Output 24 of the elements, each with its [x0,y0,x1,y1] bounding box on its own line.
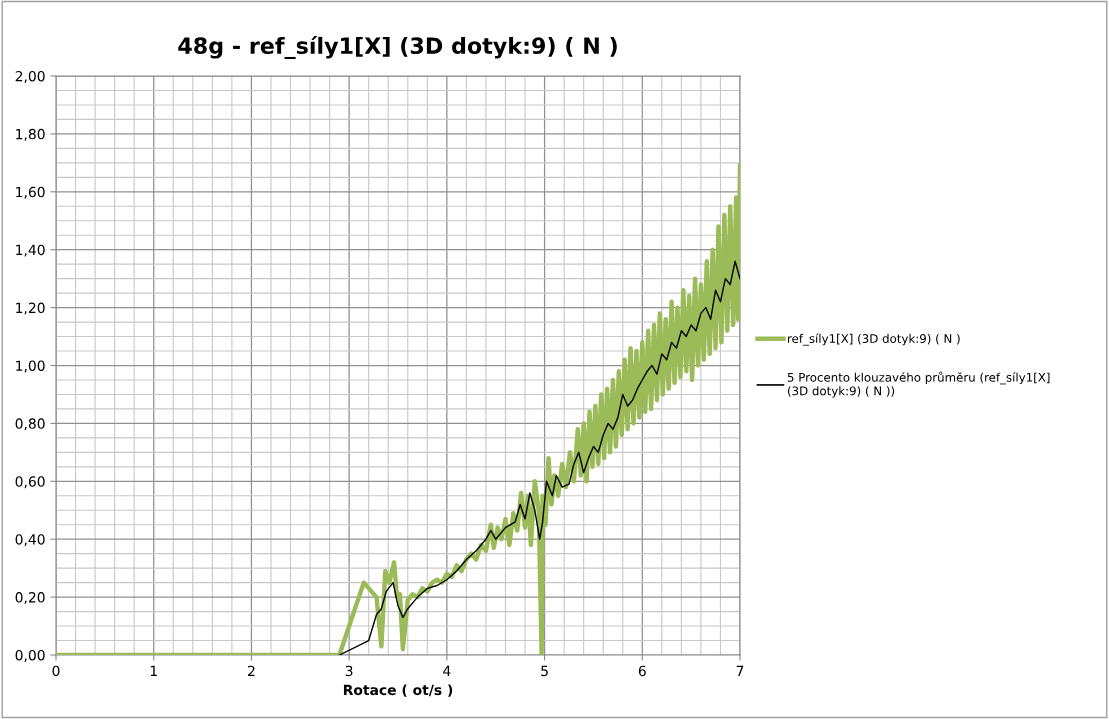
y-tick-label: 0,60 [15,476,45,489]
y-tick-label: 1,40 [16,244,45,257]
chart-title: 48g - ref_síly1[X] (3D dotyk:9) ( N ) [178,36,617,60]
x-tick-label: 6 [638,665,646,677]
y-tick-label: 0,40 [15,534,45,547]
y-tick-label: 1,00 [16,360,45,373]
x-tick-label: 7 [736,665,744,676]
y-tick-label: 0,20 [15,592,45,604]
legend-label: ref_síly1[X] (3D dotyk:9) ( N ) [788,333,960,346]
x-tick-label: 0 [52,665,60,677]
y-tick-label: 0,80 [15,418,45,431]
x-tick-label: 1 [150,665,157,676]
y-tick-label: 1,60 [16,186,45,199]
legend-label: 5 Procento klouzavého průměru (ref_síly1[X] (3D dotyk:9) ( N )) [787,371,1050,398]
x-axis-title: Rotace ( ot/s ) [343,684,453,697]
y-tick-label: 1,80 [16,128,45,141]
x-tick-label: 3 [345,665,353,677]
x-tick-label: 2 [248,665,255,676]
line-series [338,260,740,655]
x-tick-label: 5 [541,665,548,677]
y-tick-label: 2,00 [15,70,45,83]
y-tick-label: 0,00 [15,649,45,662]
y-tick-label: 1,20 [16,302,45,315]
x-tick-label: 4 [443,665,451,676]
